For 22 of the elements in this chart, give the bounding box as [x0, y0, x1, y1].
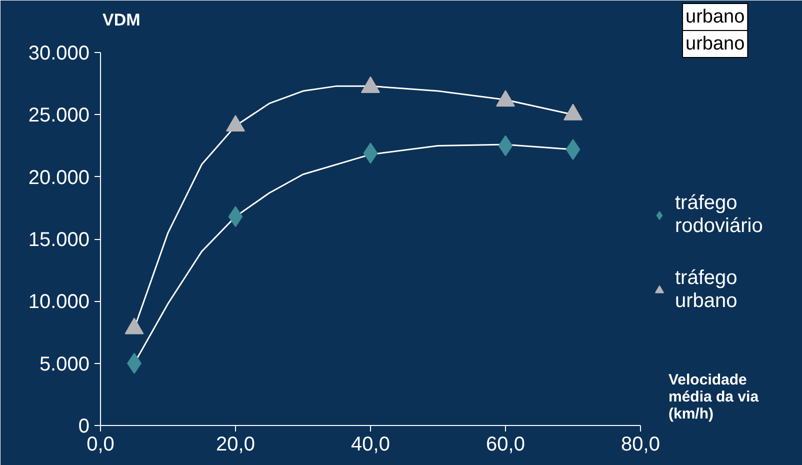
point: [564, 104, 582, 120]
x-tick-label: 60,0: [486, 434, 525, 456]
x-tick-label: 80,0: [621, 434, 660, 456]
point: [361, 76, 380, 94]
y-tick-label: 10.000: [28, 291, 90, 314]
x-axis-title: Velocidade média da via (km/h): [668, 372, 760, 422]
y-tick-label: 30.000: [28, 42, 90, 64]
point: [496, 90, 515, 107]
y-tick-label: 5.000: [39, 353, 90, 376]
y-tick-label: 0: [78, 416, 90, 438]
y-tick-label: 20.000: [28, 166, 90, 189]
text: urbano: [686, 6, 745, 28]
point: [226, 114, 245, 132]
y-tick-label: 15.000: [28, 229, 90, 251]
text: urbano: [686, 34, 745, 54]
legend-label: tráfego urbano: [675, 266, 738, 314]
legend-label: tráfego rodoviário: [675, 191, 763, 239]
y-axis-title: VDM: [102, 10, 140, 30]
y-tick-label: 25.000: [28, 104, 90, 127]
x-tick-label: 20,0: [216, 434, 255, 456]
x-tick-label: 0,0: [86, 434, 114, 456]
x-tick-label: 40,0: [351, 434, 390, 456]
